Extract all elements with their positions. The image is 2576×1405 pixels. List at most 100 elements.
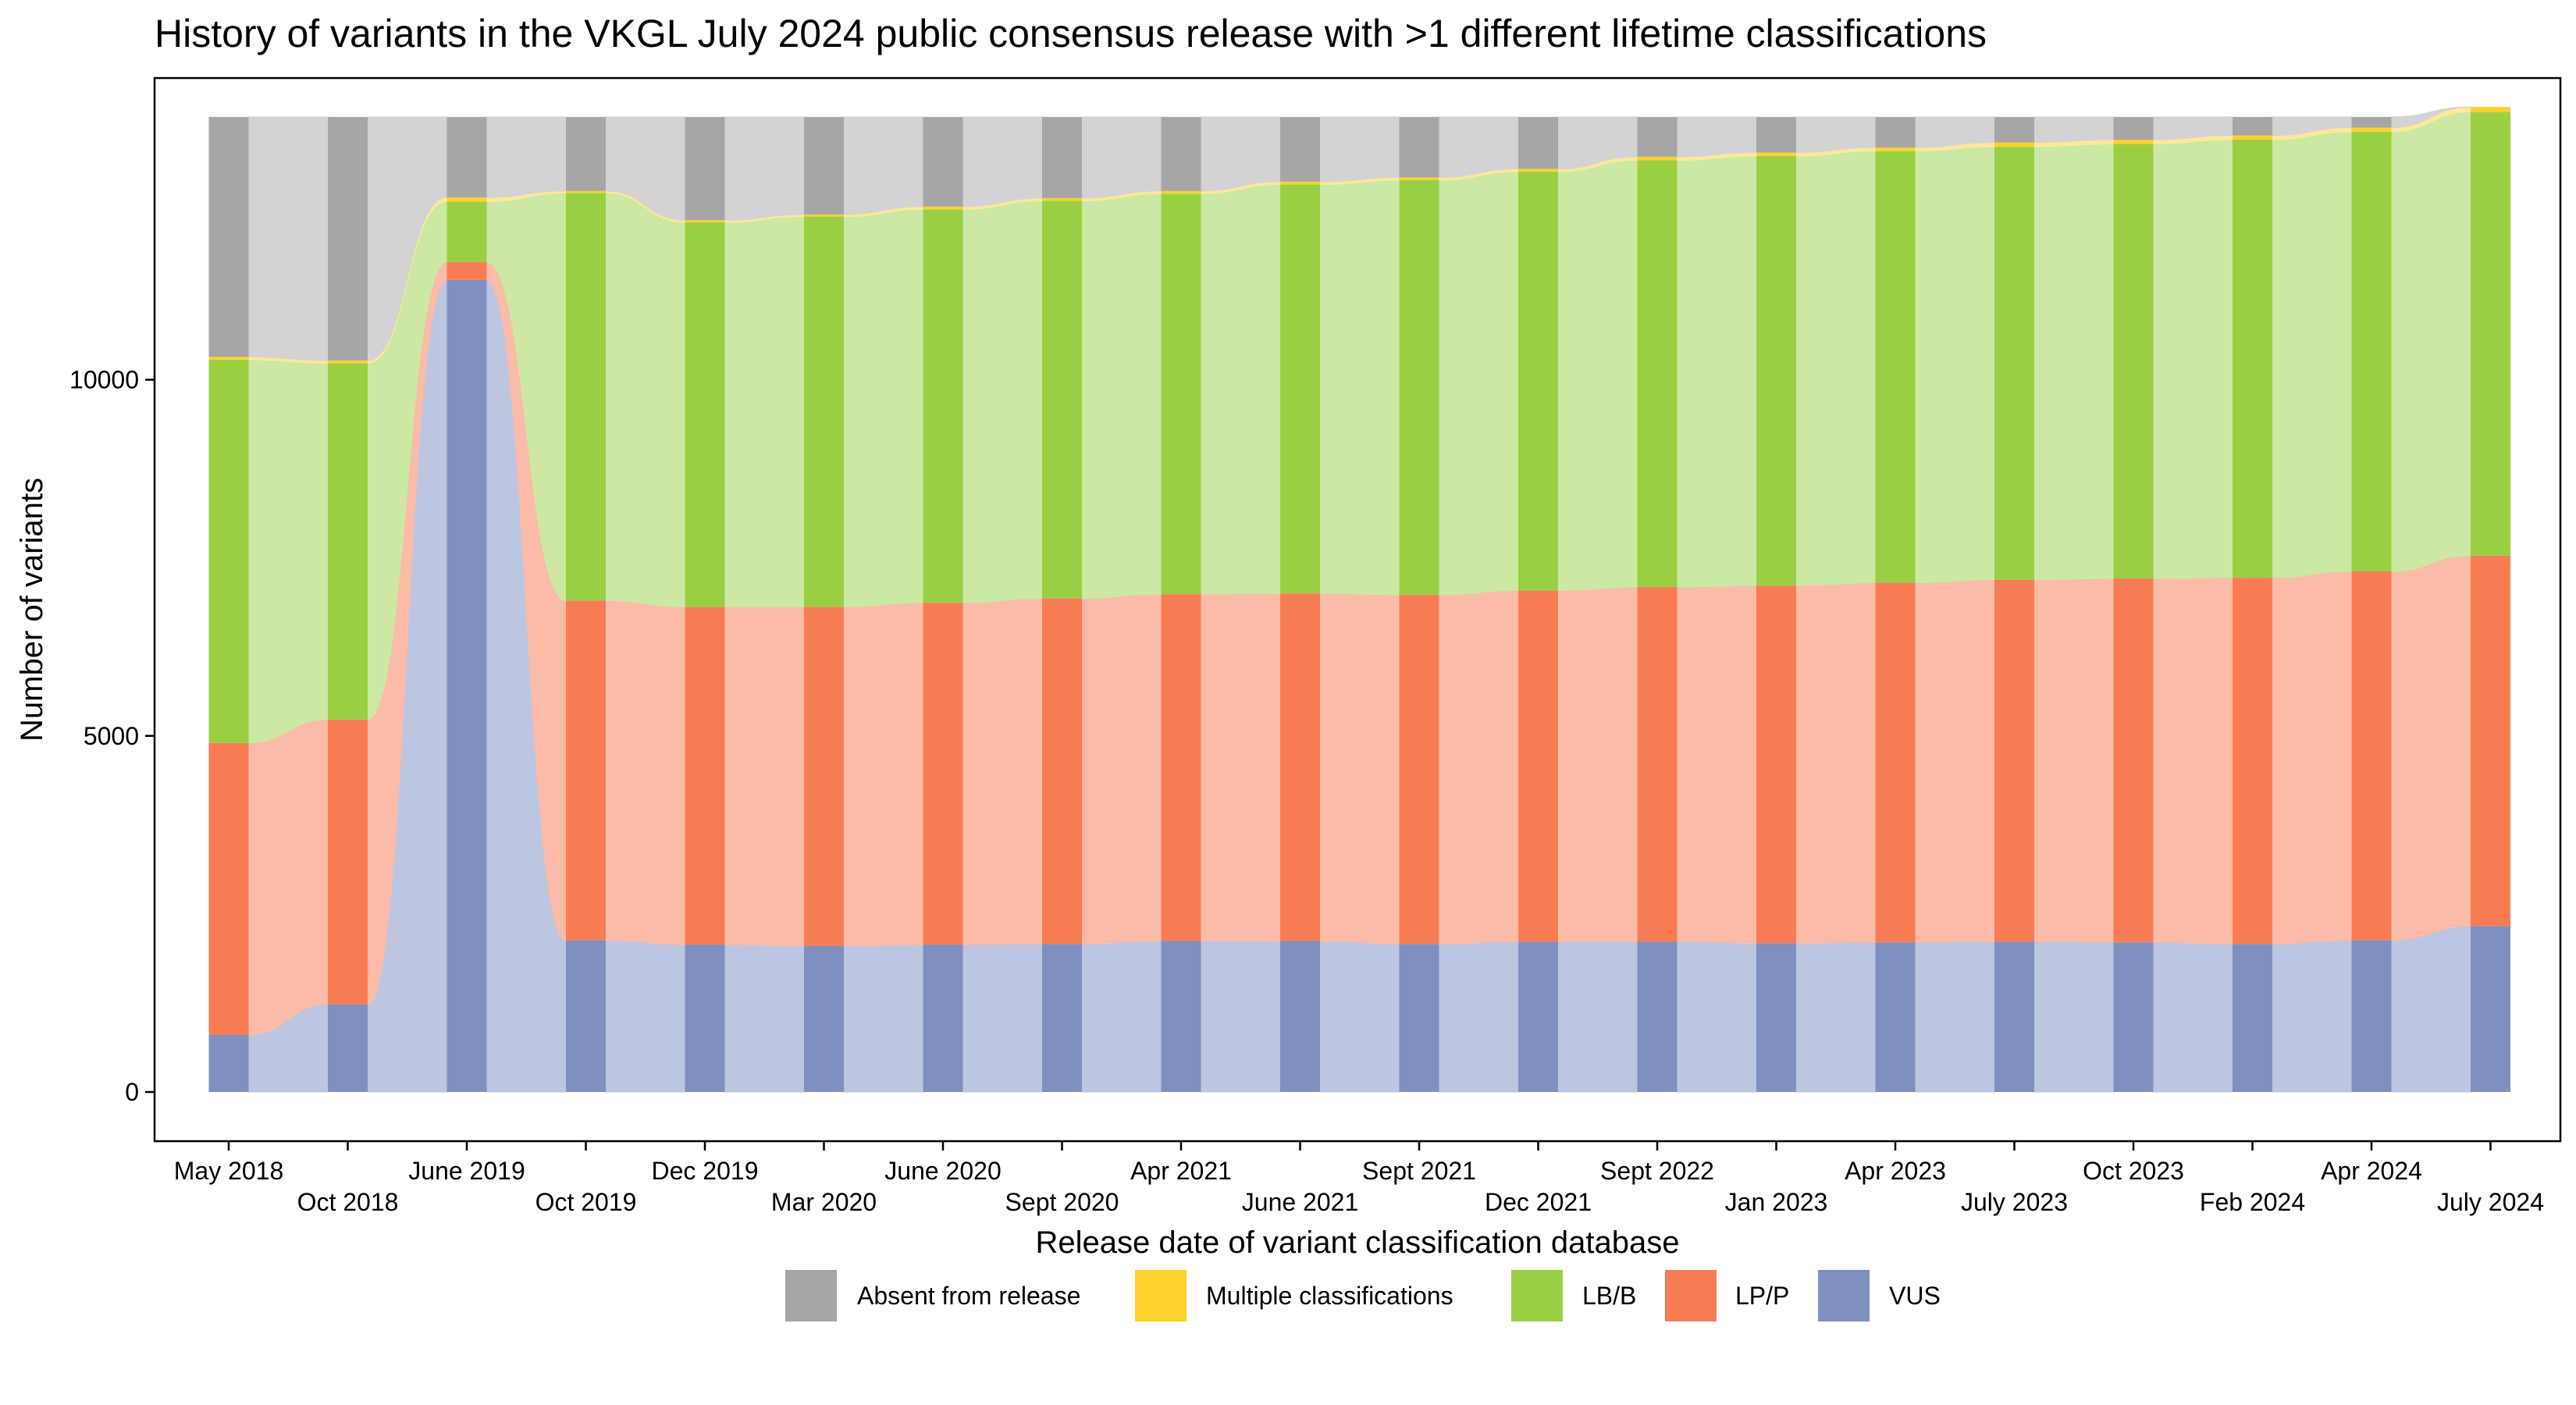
- flow-lb-b-8: [1081, 193, 1162, 599]
- flow-vus-14: [1795, 941, 1876, 1093]
- bar-lp-p-dec-2019: [685, 606, 725, 945]
- flow-lb-b-19: [2391, 111, 2471, 572]
- y-axis-title: Number of variants: [15, 478, 49, 742]
- x-tick-label-june-2019: June 2019: [408, 1157, 525, 1185]
- bar-multiple-classifications-apr-2024: [2351, 127, 2392, 132]
- bar-vus-apr-2021: [1161, 941, 1201, 1092]
- bar-absent-from-release-july-2023: [1994, 116, 2034, 143]
- flow-vus-13: [1677, 941, 1757, 1093]
- bar-lb-b-sept-2022: [1637, 160, 1678, 588]
- flow-absent-from-release-2: [367, 116, 447, 361]
- bar-lb-b-may-2018: [208, 359, 249, 743]
- bar-multiple-classifications-june-2020: [923, 206, 963, 210]
- flow-absent-from-release-4: [605, 116, 685, 221]
- bar-vus-june-2020: [923, 944, 963, 1092]
- flow-absent-from-release-7: [962, 116, 1043, 208]
- legend-label-vus: VUS: [1889, 1282, 1941, 1310]
- x-tick-label-july-2023: July 2023: [1961, 1188, 2068, 1216]
- flow-absent-from-release-9: [1201, 116, 1281, 192]
- bar-multiple-classifications-july-2024: [2471, 107, 2510, 112]
- bar-lb-b-dec-2019: [685, 222, 725, 607]
- flow-lp-p-12: [1557, 586, 1638, 942]
- bar-multiple-classifications-may-2018: [208, 357, 249, 360]
- flow-vus-9: [1201, 941, 1281, 1093]
- x-tick-label-feb-2024: Feb 2024: [2200, 1188, 2305, 1216]
- bar-multiple-classifications-oct-2019: [566, 190, 606, 194]
- flow-absent-from-release-1: [248, 116, 329, 361]
- flow-lp-p-19: [2391, 555, 2471, 941]
- bar-absent-from-release-oct-2019: [566, 116, 606, 191]
- flow-absent-from-release-6: [843, 116, 923, 215]
- y-tick-label-0: 0: [125, 1078, 139, 1106]
- flow-vus-12: [1557, 941, 1638, 1093]
- bar-lp-p-oct-2019: [566, 600, 606, 941]
- bar-vus-oct-2023: [2113, 942, 2154, 1092]
- flow-lp-p-11: [1439, 590, 1519, 944]
- flow-lb-b-7: [962, 200, 1043, 603]
- flow-absent-from-release-16: [2033, 116, 2114, 144]
- bar-lb-b-july-2024: [2471, 112, 2510, 556]
- x-tick-label-apr-2024: Apr 2024: [2321, 1157, 2422, 1185]
- bar-lb-b-june-2020: [923, 209, 963, 603]
- x-tick-label-jan-2023: Jan 2023: [1725, 1188, 1828, 1216]
- bar-multiple-classifications-july-2023: [1994, 142, 2034, 148]
- bar-layer: [208, 107, 2510, 1092]
- flow-layer: [248, 106, 2471, 1093]
- flow-vus-19: [2391, 925, 2471, 1093]
- x-tick-label-mar-2020: Mar 2020: [771, 1188, 877, 1216]
- flow-lb-b-4: [605, 192, 685, 608]
- bar-lp-p-june-2020: [923, 603, 963, 945]
- legend-key-lp-p: [1665, 1270, 1717, 1321]
- bar-lb-b-mar-2020: [804, 216, 844, 607]
- flow-lp-p-17: [2153, 577, 2233, 944]
- bar-multiple-classifications-dec-2019: [685, 220, 725, 222]
- bar-lp-p-apr-2024: [2351, 571, 2392, 941]
- legend-key-absent-from-release: [785, 1270, 837, 1321]
- bar-absent-from-release-june-2021: [1280, 116, 1320, 182]
- flow-absent-from-release-8: [1081, 116, 1162, 199]
- bar-vus-feb-2024: [2233, 944, 2272, 1092]
- bar-multiple-classifications-june-2019: [447, 197, 487, 202]
- bar-lb-b-jan-2023: [1756, 155, 1796, 586]
- bar-vus-jan-2023: [1756, 943, 1796, 1092]
- y-axis: 0 5000 10000: [69, 366, 155, 1106]
- bar-lp-p-june-2019: [447, 261, 487, 280]
- bar-absent-from-release-apr-2021: [1161, 116, 1201, 191]
- x-tick-label-sept-2022: Sept 2022: [1600, 1157, 1714, 1185]
- bar-vus-mar-2020: [804, 945, 844, 1092]
- flow-vus-15: [1915, 941, 1995, 1093]
- bar-lb-b-july-2023: [1994, 147, 2034, 580]
- x-tick-label-dec-2021: Dec 2021: [1485, 1188, 1592, 1216]
- x-axis: May 2018 Oct 2018 June 2019 Oct 2019 Dec 201…: [174, 1141, 2544, 1216]
- bar-lb-b-oct-2018: [328, 363, 368, 720]
- bar-multiple-classifications-sept-2020: [1042, 197, 1082, 201]
- x-tick-label-sept-2020: Sept 2020: [1005, 1188, 1119, 1216]
- flow-lb-b-17: [2153, 139, 2233, 579]
- bar-vus-july-2024: [2471, 926, 2510, 1092]
- bar-vus-june-2019: [447, 279, 487, 1092]
- bar-lp-p-oct-2023: [2113, 578, 2154, 943]
- flow-lp-p-10: [1319, 592, 1400, 944]
- bar-absent-from-release-apr-2024: [2351, 116, 2392, 128]
- flow-lb-b-12: [1557, 159, 1638, 592]
- bar-vus-apr-2024: [2351, 940, 2392, 1092]
- legend: Absent from release Multiple classificati…: [785, 1270, 1941, 1321]
- flow-vus-11: [1439, 941, 1519, 1093]
- bar-absent-from-release-june-2019: [447, 116, 487, 197]
- flow-lb-b-16: [2033, 143, 2114, 581]
- bar-lb-b-june-2021: [1280, 184, 1320, 594]
- bar-multiple-classifications-oct-2023: [2113, 139, 2154, 144]
- bar-lp-p-june-2021: [1280, 593, 1320, 941]
- bar-absent-from-release-sept-2021: [1399, 116, 1439, 178]
- x-tick-label-sept-2021: Sept 2021: [1362, 1157, 1476, 1185]
- bar-vus-dec-2021: [1518, 941, 1558, 1092]
- bar-lp-p-apr-2023: [1875, 582, 1916, 943]
- bar-absent-from-release-june-2020: [923, 116, 963, 207]
- bar-vus-sept-2021: [1399, 944, 1439, 1092]
- bar-absent-from-release-oct-2018: [328, 116, 368, 361]
- flow-lp-p-14: [1795, 582, 1876, 944]
- bar-multiple-classifications-dec-2021: [1518, 169, 1558, 173]
- bar-multiple-classifications-oct-2018: [328, 360, 368, 364]
- bar-absent-from-release-may-2018: [208, 116, 249, 357]
- bar-lb-b-june-2019: [447, 201, 487, 262]
